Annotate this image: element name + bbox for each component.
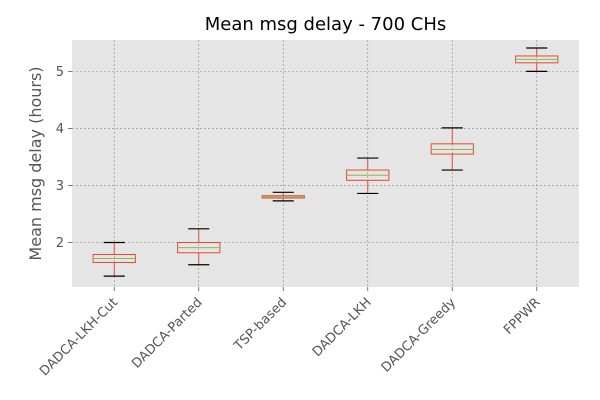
box-tsp-based — [261, 191, 305, 202]
box-fppwr — [515, 47, 559, 72]
x-tick-label: TSP-based — [231, 295, 290, 354]
x-tick-label: FPPWR — [501, 295, 543, 337]
box-dadca-lkh-cut — [92, 241, 136, 277]
y-tick-label: 3 — [56, 179, 64, 194]
y-tick-label: 4 — [56, 122, 64, 137]
chart-title: Mean msg delay - 700 CHs — [205, 14, 447, 35]
iqr-box — [430, 143, 474, 155]
boxes-group — [92, 47, 559, 277]
x-tick-label: DADCA-Parted — [129, 295, 205, 371]
x-tick-label: DADCA-LKH — [310, 295, 375, 360]
x-tick-label: DADCA-Greedy — [379, 295, 460, 376]
x-tick-label: DADCA-LKH-Cut — [37, 295, 121, 379]
y-axis-label: Mean msg delay (hours) — [26, 66, 45, 260]
box-dadca-lkh — [346, 157, 390, 195]
y-tick-label: 2 — [56, 236, 64, 251]
y-tick-label: 5 — [56, 65, 64, 80]
box-dadca-parted — [177, 228, 221, 266]
plot-area — [72, 40, 579, 287]
box-dadca-greedy — [430, 127, 474, 171]
